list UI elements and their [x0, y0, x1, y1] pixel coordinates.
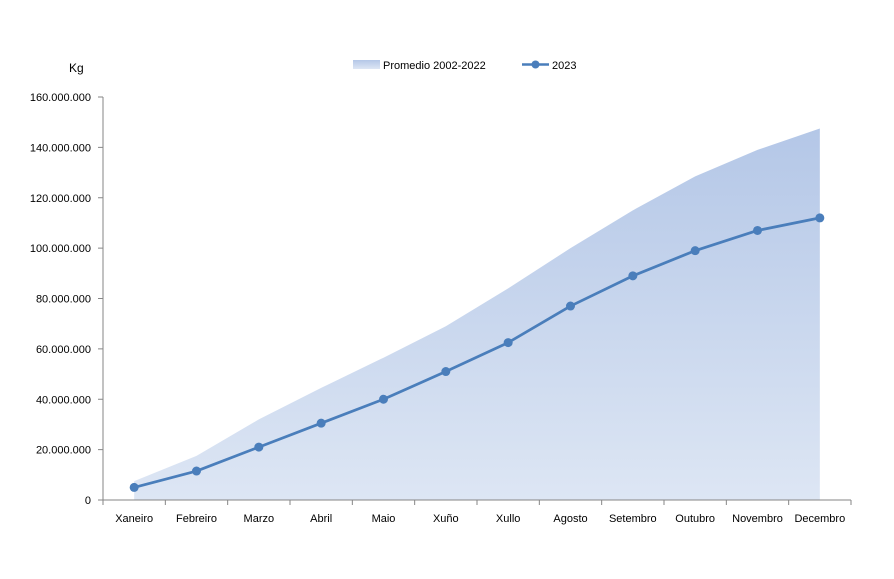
data-point-2023 — [254, 442, 264, 452]
x-tick-label: Xuño — [433, 513, 459, 525]
y-tick-label: 140.000.000 — [30, 142, 91, 154]
data-point-2023 — [316, 418, 326, 428]
data-point-2023 — [441, 367, 451, 377]
legend-swatch-marker — [531, 60, 540, 69]
data-point-2023 — [192, 466, 201, 476]
x-tick-label: Agosto — [553, 513, 587, 525]
data-point-2023 — [379, 394, 388, 404]
data-point-2023 — [503, 338, 513, 348]
legend-label-area: Promedio 2002-2022 — [383, 60, 486, 72]
data-point-2023 — [690, 246, 700, 256]
line-series-2023 — [133, 216, 821, 489]
x-tick-label: Outubro — [675, 513, 715, 525]
legend-label-line: 2023 — [552, 60, 576, 72]
y-tick-label: 120.000.000 — [30, 193, 91, 205]
legend-swatch-area — [353, 60, 380, 69]
x-tick-label: Febreiro — [176, 513, 217, 525]
plot-area: 0 20.000.000 40.000.000 60.000.000 80.000.00… — [30, 92, 852, 525]
x-tick-label: Decembro — [794, 513, 845, 525]
y-tick-label: 20.000.000 — [36, 445, 91, 457]
x-tick-label: Xullo — [496, 513, 520, 525]
x-tick-label: Marzo — [244, 513, 275, 525]
x-tick-label: Setembro — [609, 513, 657, 525]
data-point-2023 — [628, 271, 638, 281]
y-tick-label: 160.000.000 — [30, 92, 91, 104]
x-tick-label: Xaneiro — [115, 513, 153, 525]
data-point-2023 — [815, 213, 825, 223]
x-tick-label: Abril — [310, 513, 332, 525]
y-tick-label: 80.000.000 — [36, 294, 91, 306]
data-point-2023 — [129, 482, 139, 492]
y-tick-label: 40.000.000 — [36, 394, 91, 406]
y-tick-label: 100.000.000 — [30, 243, 91, 255]
data-point-2023 — [566, 301, 575, 311]
y-tick-label: 0 — [85, 495, 91, 507]
x-tick-label: Maio — [372, 513, 396, 525]
y-tick-label: 60.000.000 — [36, 344, 91, 356]
x-tick-label: Novembro — [732, 513, 783, 525]
legend: Promedio 2002-2022 2023 — [353, 60, 576, 72]
y-axis-title: Kg — [69, 61, 84, 75]
area-series-promedio — [134, 128, 820, 500]
data-point-2023 — [753, 225, 762, 235]
